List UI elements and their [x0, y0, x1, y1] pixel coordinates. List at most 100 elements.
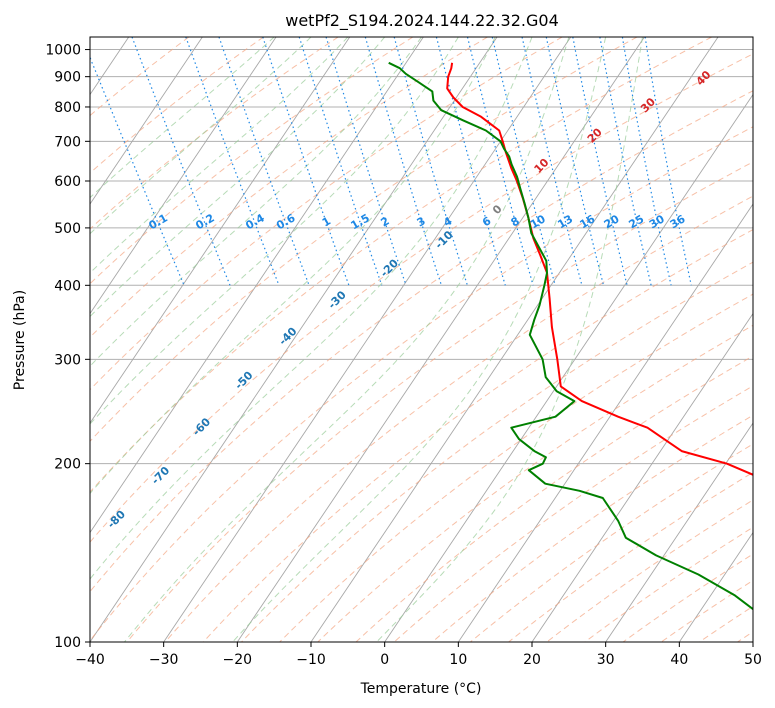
dewpoint-profile-line — [388, 61, 753, 611]
x-tick-label: −10 — [296, 652, 326, 668]
dry-adiabat — [90, 90, 753, 593]
dry-adiabat — [470, 443, 753, 642]
dry-adiabat — [90, 126, 753, 642]
y-tick-label: 500 — [54, 221, 81, 237]
mixing-ratio-label: 0.4 — [243, 211, 267, 232]
isotherm-label: -90 — [63, 554, 86, 577]
y-tick-label: 1000 — [45, 43, 81, 59]
mixing-ratio-line — [185, 37, 280, 286]
mixing-ratio-label: 2 — [378, 214, 391, 229]
y-tick-label: 200 — [54, 457, 81, 473]
dry-adiabat — [355, 355, 753, 642]
series-lines — [388, 61, 753, 611]
temperature-profile-line — [446, 62, 753, 476]
mixing-ratio-line — [364, 37, 442, 286]
moist-adiabat — [232, 37, 607, 642]
dry-adiabat — [279, 293, 753, 642]
isotherm-line — [605, 422, 753, 642]
dry-adiabat — [90, 37, 712, 493]
mixing-ratio-label: 20 — [602, 212, 622, 231]
y-axis-label: Pressure (hPa) — [12, 290, 28, 390]
mixing-ratio-label: 25 — [626, 212, 646, 231]
moist-adiabat — [124, 37, 570, 642]
isotherm-line — [236, 37, 645, 642]
axes: −40 −30 −20 −10 0 10 20 30 40 5010009008007006005… — [45, 43, 762, 668]
mixing-ratio-label: 36 — [668, 212, 688, 231]
x-tick-label: 10 — [449, 652, 467, 668]
dry-adiabat — [126, 161, 753, 642]
mixing-ratio-label: 0.2 — [193, 211, 216, 232]
moist-adiabat — [90, 37, 275, 199]
dry-adiabat — [546, 499, 753, 642]
x-tick-label: 20 — [523, 652, 541, 668]
isotherm-label: 40 — [694, 68, 714, 88]
y-tick-label: 900 — [54, 70, 81, 86]
isotherm-label: -40 — [276, 324, 299, 347]
mixing-ratio-line — [435, 37, 506, 286]
plot-area: 0.1 0.2 0.4 0.6 1 1.5 2 3 4 6 8 10 13 16 20 25 30 36-100-… — [14, 36, 754, 643]
isotherm-line — [90, 37, 277, 315]
dry-adiabat — [317, 324, 753, 642]
isotherm-line — [90, 37, 203, 205]
isotherm-line — [90, 37, 424, 534]
dry-adiabat — [90, 37, 488, 338]
dry-adiabat — [737, 631, 753, 642]
isotherm-line — [384, 93, 753, 642]
x-tick-label: 0 — [380, 652, 389, 668]
dry-adiabat — [90, 37, 638, 443]
moist-adiabat — [90, 37, 312, 235]
chart-title: wetPf2_S194.2024.144.22.32.G04 — [285, 11, 559, 31]
isotherm-label: 0 — [490, 202, 505, 217]
moist-adiabat — [90, 37, 349, 274]
isotherm-line — [752, 641, 753, 642]
mixing-ratio-line — [298, 37, 383, 286]
dry-adiabat — [622, 553, 753, 642]
mixing-ratio-line — [644, 37, 692, 286]
dry-adiabat — [90, 37, 414, 285]
x-tick-label: 50 — [744, 652, 762, 668]
mixing-ratio-label: 3 — [415, 214, 428, 229]
isotherm-line — [163, 37, 572, 642]
plot-frame — [89, 36, 754, 643]
isotherm-line — [90, 37, 351, 424]
dry-adiabat — [584, 526, 753, 642]
moist-adiabat — [376, 37, 643, 642]
y-tick-label: 100 — [54, 635, 81, 651]
y-tick-label: 300 — [54, 352, 81, 368]
x-tick-label: −30 — [149, 652, 179, 668]
background-lines — [90, 37, 753, 642]
dry-adiabat — [431, 414, 753, 642]
x-tick-label: 40 — [670, 652, 688, 668]
mixing-ratio-line — [466, 37, 534, 286]
isotherm-label: 10 — [532, 156, 552, 176]
mixing-ratio-label: 16 — [578, 212, 598, 231]
moist-adiabat — [90, 37, 496, 495]
dry-adiabat — [699, 605, 753, 642]
x-tick-label: 30 — [597, 652, 615, 668]
moist-adiabat — [90, 37, 533, 580]
isotherm-label: -100 — [14, 593, 43, 622]
x-axis-label: Temperature (°C) — [360, 681, 482, 697]
isotherm-label: -80 — [105, 508, 128, 531]
isotherm-label: -70 — [149, 464, 172, 487]
mixing-ratio-label: 30 — [647, 212, 667, 231]
mixing-ratio-line — [218, 37, 310, 286]
isotherm-line — [457, 203, 753, 642]
dry-adiabat — [164, 195, 753, 642]
isotherm-line — [90, 37, 498, 642]
y-tick-label: 800 — [54, 100, 81, 116]
isotherm-line — [678, 531, 753, 642]
dry-adiabat — [508, 471, 753, 642]
y-tick-label: 400 — [54, 278, 81, 294]
mixing-ratio-label: 6 — [480, 214, 493, 229]
mixing-ratio-line — [393, 37, 468, 286]
isotherm-line — [310, 37, 719, 642]
isotherm-label: -50 — [232, 369, 255, 392]
x-tick-label: −40 — [75, 652, 105, 668]
y-tick-label: 700 — [54, 134, 81, 150]
isotherm-line — [531, 312, 753, 642]
moist-adiabat — [90, 37, 422, 367]
dry-adiabat — [90, 37, 264, 174]
dry-adiabat — [241, 261, 753, 642]
